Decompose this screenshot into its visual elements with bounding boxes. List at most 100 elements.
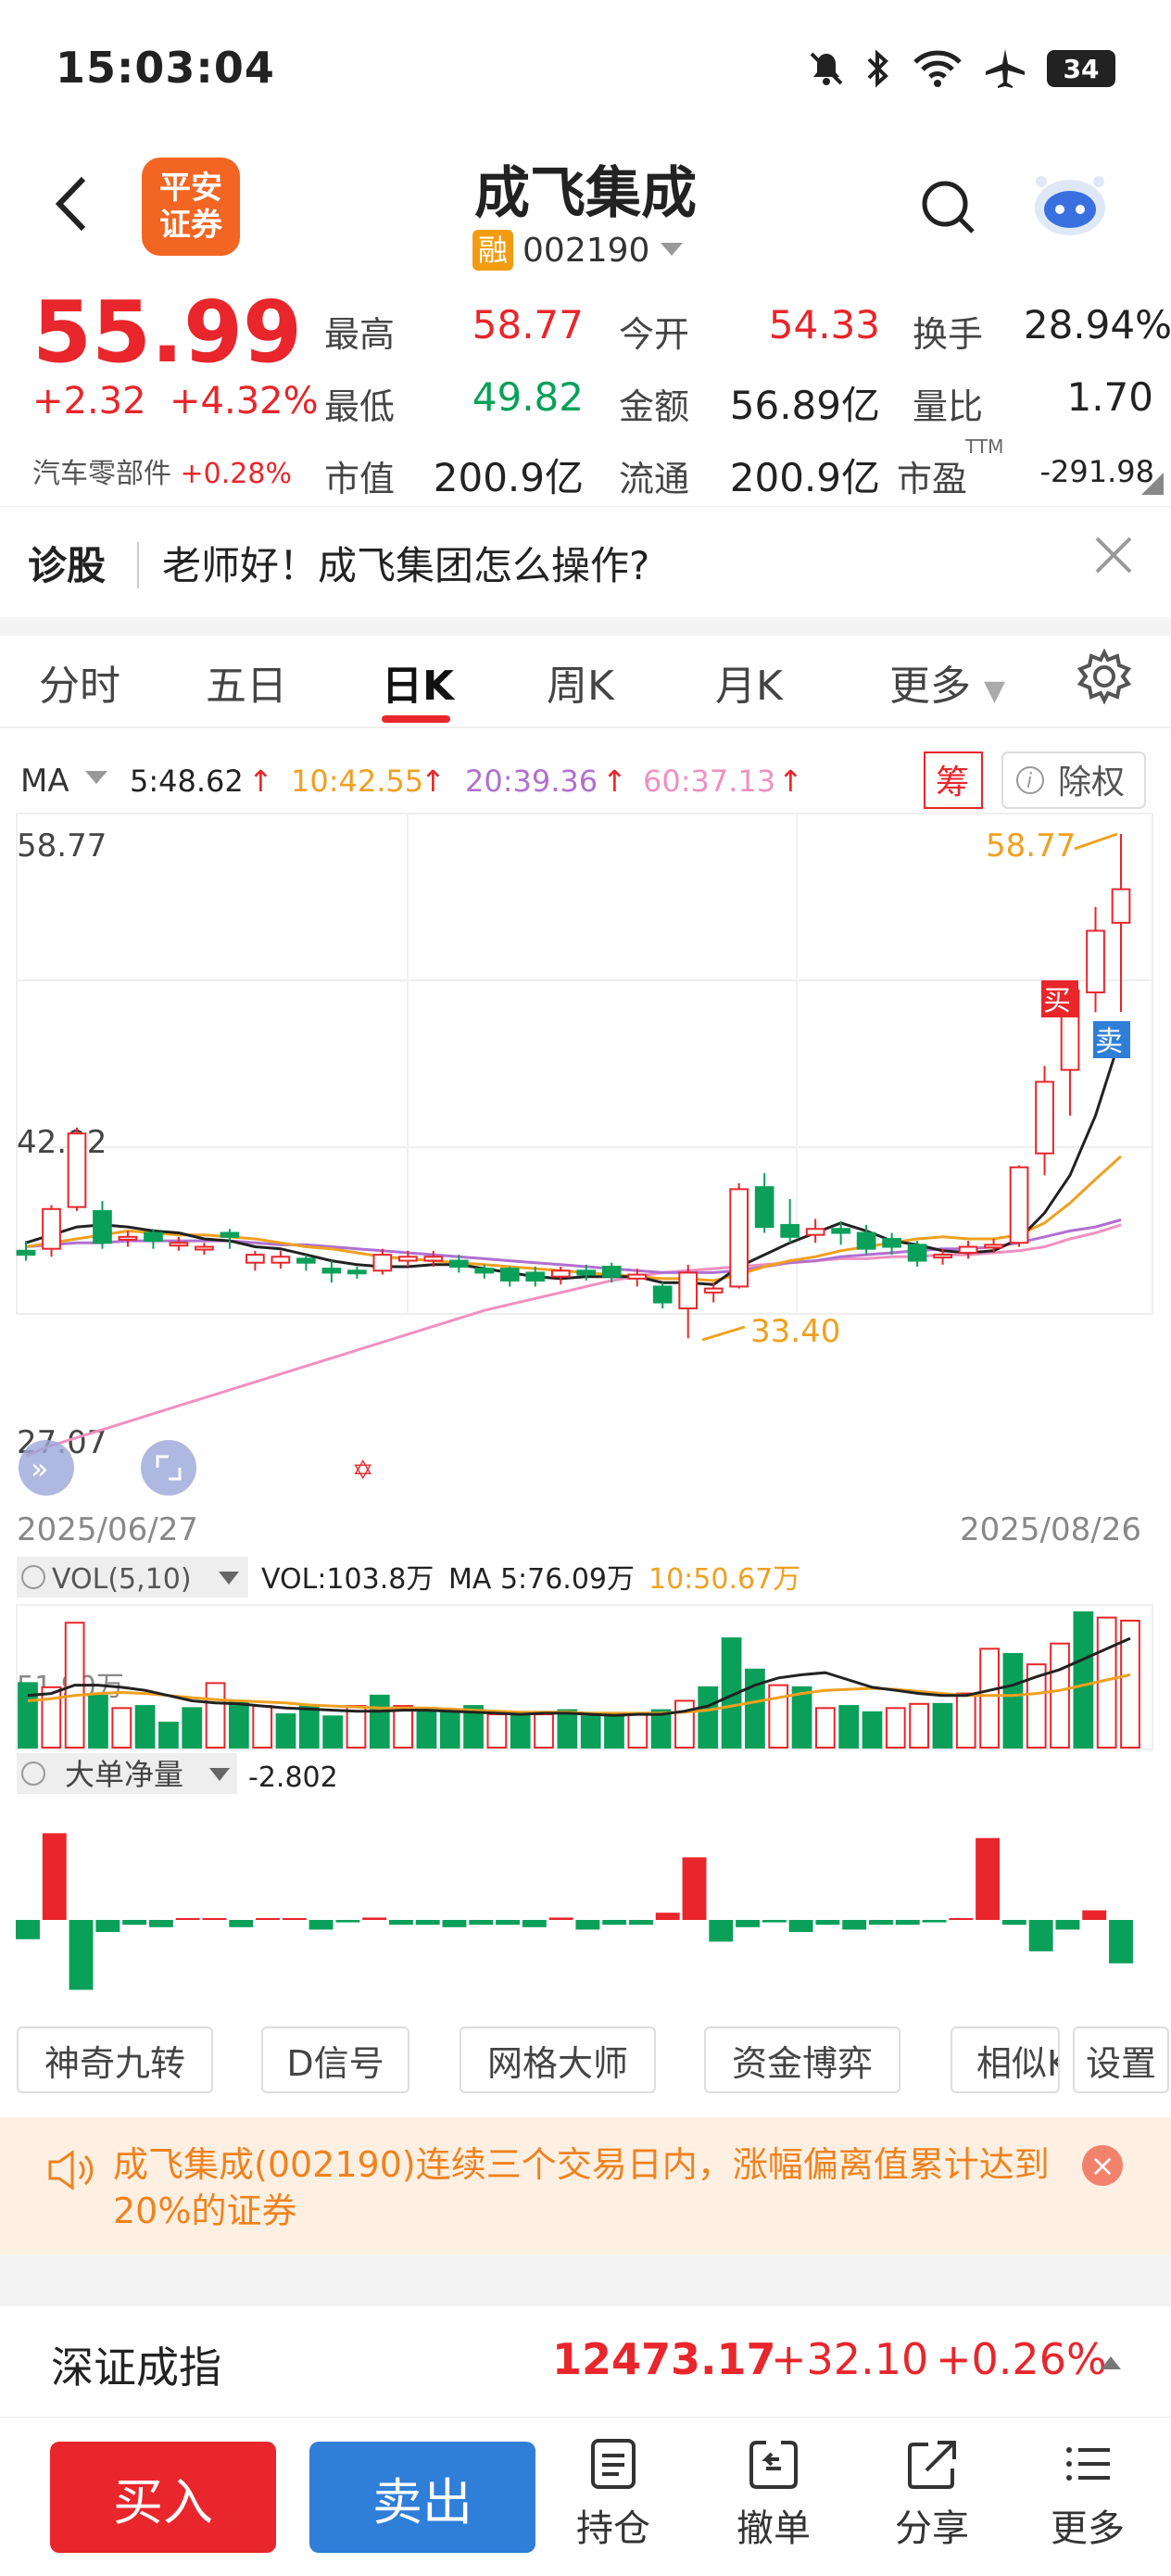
stock-code-row[interactable]: 融 002190 bbox=[472, 230, 685, 271]
min-price-label: 33.40 bbox=[750, 1313, 840, 1350]
alert-banner[interactable]: 成飞集成(002190)连续三个交易日内，涨幅偏离值累计达到20%的证券 × bbox=[0, 2117, 1171, 2254]
label-float-cap: 流通 bbox=[619, 459, 690, 499]
sell-signal-badge[interactable] bbox=[1093, 1021, 1130, 1058]
volume-bar bbox=[862, 1711, 883, 1749]
ma10-legend: 10:42.55 bbox=[291, 764, 423, 799]
event-marker-icon[interactable]: ✡ bbox=[352, 1455, 373, 1485]
tab-daily-k[interactable]: 日K bbox=[382, 663, 455, 710]
big-order-bar bbox=[415, 1920, 440, 1926]
candle-body bbox=[984, 1244, 1003, 1249]
ma10-arrow-icon: ↑ bbox=[421, 764, 446, 799]
y-label-top: 58.77 bbox=[17, 827, 107, 865]
big-order-bar bbox=[736, 1920, 761, 1927]
buy-button[interactable]: 买入 bbox=[50, 2442, 276, 2553]
nav-share-label: 分享 bbox=[895, 2507, 969, 2550]
volume-bar bbox=[745, 1668, 765, 1749]
big-order-bar bbox=[42, 1833, 67, 1920]
sector-name: 汽车零部件 bbox=[32, 458, 171, 490]
big-order-bar bbox=[335, 1920, 360, 1923]
nav-cancel-order[interactable]: 撤单 bbox=[718, 2437, 829, 2552]
candle-body bbox=[347, 1269, 367, 1275]
vol-selector[interactable] bbox=[17, 1557, 248, 1597]
tool-settings[interactable]: 设置 bbox=[1073, 2027, 1169, 2093]
big-order-bar bbox=[202, 1918, 227, 1920]
candle-body bbox=[652, 1285, 673, 1304]
scroll-left-icon[interactable] bbox=[19, 1440, 74, 1496]
chips-button[interactable] bbox=[924, 751, 983, 809]
big-order-bar bbox=[256, 1918, 280, 1920]
vol-indicator-label: VOL(5,10) bbox=[52, 1563, 192, 1596]
big-order-bar bbox=[602, 1920, 627, 1926]
big-order-bar bbox=[148, 1920, 173, 1927]
tab-more[interactable]: 更多 ▼ bbox=[889, 652, 1005, 712]
label-low: 最低 bbox=[324, 386, 396, 427]
tool-d-signal[interactable]: D信号 bbox=[261, 2027, 409, 2093]
volume-bar bbox=[955, 1692, 976, 1749]
bottom-bar: 买入 卖出 持仓 撤单 分享 更多 bbox=[0, 2418, 1171, 2576]
candle-body bbox=[550, 1269, 571, 1278]
volume-bar bbox=[768, 1684, 789, 1749]
price-change: +2.32 +4.32% bbox=[32, 380, 319, 423]
volume-bar bbox=[1002, 1652, 1024, 1749]
search-icon[interactable] bbox=[919, 178, 978, 237]
candle-body bbox=[601, 1265, 622, 1278]
broker-logo: 平安 证券 bbox=[142, 158, 240, 256]
nav-more[interactable]: 更多 bbox=[1032, 2437, 1143, 2552]
robot-assistant-icon[interactable] bbox=[1028, 167, 1112, 241]
big-order-bar bbox=[895, 1920, 920, 1926]
candle-body bbox=[397, 1256, 418, 1262]
tool-nine-turns[interactable]: 神奇九转 bbox=[17, 2027, 213, 2093]
volume-bar bbox=[205, 1682, 226, 1749]
close-icon[interactable] bbox=[1093, 535, 1134, 575]
ex-rights-button[interactable] bbox=[1001, 751, 1146, 809]
more-menu-icon bbox=[1066, 2447, 1110, 2481]
big-order-label: 大单净量 bbox=[65, 1757, 183, 1792]
buy-signal-badge[interactable] bbox=[1041, 980, 1078, 1017]
tool-grid-master[interactable]: 网格大师 bbox=[460, 2027, 656, 2093]
sell-button[interactable]: 卖出 bbox=[309, 2442, 535, 2553]
big-order-value: -2.802 bbox=[248, 1762, 338, 1794]
candle-body bbox=[16, 1249, 36, 1256]
big-order-bar bbox=[1028, 1920, 1053, 1951]
candle-body bbox=[448, 1259, 469, 1268]
volume-bar bbox=[463, 1705, 484, 1749]
candle-body bbox=[831, 1228, 850, 1234]
diagnose-question[interactable]: 老师好！成飞集团怎么操作? bbox=[162, 543, 650, 588]
index-ticker[interactable]: 深证成指 12473.17 +32.10 +0.26% bbox=[0, 2306, 1171, 2418]
volume-bar bbox=[604, 1713, 624, 1749]
settings-gear-icon[interactable] bbox=[1077, 649, 1132, 704]
volume-bar bbox=[909, 1702, 930, 1749]
volume-bar bbox=[534, 1713, 554, 1749]
tab-monthly-k[interactable]: 月K bbox=[715, 663, 783, 710]
chevron-down-icon bbox=[219, 1572, 239, 1585]
close-icon[interactable]: × bbox=[1082, 2145, 1123, 2186]
volume-bar bbox=[698, 1686, 719, 1749]
sector-info[interactable]: 汽车零部件 +0.28% bbox=[32, 450, 292, 491]
nav-positions[interactable]: 持仓 bbox=[558, 2437, 669, 2552]
nav-share[interactable]: 分享 bbox=[876, 2437, 988, 2552]
stock-code: 002190 bbox=[523, 231, 650, 270]
volume-bar bbox=[322, 1715, 344, 1749]
kline-chart[interactable]: MA 5:48.62 ↑ 10:42.55 ↑ 20:39.36 ↑ 60:37… bbox=[0, 741, 1171, 2020]
tool-similar-k[interactable]: 相似K bbox=[951, 2027, 1060, 2093]
big-order-selector[interactable] bbox=[17, 1753, 237, 1794]
corner-triangle-icon bbox=[1141, 473, 1164, 495]
diagnose-bar[interactable]: 诊股 老师好！成飞集团怎么操作? bbox=[0, 506, 1171, 617]
volume-bar bbox=[1026, 1663, 1047, 1749]
volume-bar bbox=[18, 1682, 38, 1749]
section-gap bbox=[0, 617, 1171, 636]
tab-five-day[interactable]: 五日 bbox=[206, 663, 287, 710]
label-volume-ratio: 量比 bbox=[913, 386, 984, 427]
candle-body bbox=[1086, 929, 1105, 993]
back-icon[interactable] bbox=[48, 171, 94, 236]
price-area-frame bbox=[16, 813, 1153, 1315]
ma-lines bbox=[25, 1035, 1123, 1458]
ma5_vol-line bbox=[27, 1636, 1131, 1717]
tool-fund-game[interactable]: 资金博弈 bbox=[704, 2027, 900, 2093]
fullscreen-icon[interactable] bbox=[141, 1440, 196, 1496]
ma-label[interactable]: MA bbox=[20, 763, 69, 800]
chips-label: 筹 bbox=[936, 764, 969, 802]
tab-intraday[interactable]: 分时 bbox=[39, 663, 120, 710]
tab-weekly-k[interactable]: 周K bbox=[547, 663, 614, 710]
big-order-bar bbox=[522, 1920, 547, 1927]
